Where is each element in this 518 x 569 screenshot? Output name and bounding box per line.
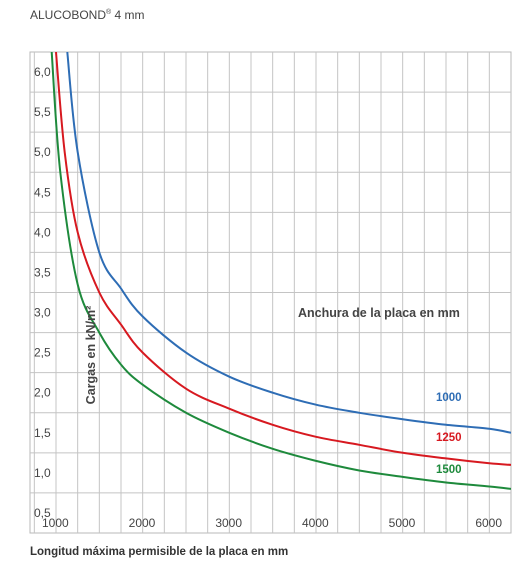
chart-labels: 1000 1250 1500 Anchura de la placa en mm Car… — [84, 306, 462, 476]
series-line-1500 — [50, 52, 511, 490]
series-label-1000: 1000 — [436, 392, 462, 404]
legend-title: Anchura de la placa en mm — [298, 306, 460, 320]
tick-labels: 0,5 1,0 1,5 2,0 2,5 3,0 3,5 4,0 4,5 5,0 5,5 6,0 1000… — [34, 65, 502, 530]
series-line-1000 — [66, 52, 511, 434]
series-lines — [50, 52, 511, 490]
y-tick-label: 3,0 — [34, 306, 51, 320]
y-tick-label: 5,0 — [34, 145, 51, 159]
y-tick-label: 6,0 — [34, 65, 51, 79]
y-tick-label: 1,5 — [34, 426, 51, 440]
y-tick-label: 4,0 — [34, 225, 51, 239]
x-tick-label: 4000 — [302, 516, 329, 530]
x-tick-label: 6000 — [475, 516, 502, 530]
x-tick-label: 5000 — [389, 516, 416, 530]
y-tick-label: 2,0 — [34, 386, 51, 400]
y-axis-label: Cargas en kN/m² — [84, 306, 98, 405]
y-tick-label: 1,0 — [34, 466, 51, 480]
x-tick-label: 2000 — [129, 516, 156, 530]
grid — [29, 51, 512, 534]
x-axis-label: Longitud máxima permisible de la placa e… — [30, 546, 289, 558]
y-tick-label: 4,5 — [34, 185, 51, 199]
chart-title: ALUCOBOND® 4 mm — [30, 8, 145, 22]
series-label-1500: 1500 — [436, 464, 462, 476]
x-tick-label: 1000 — [42, 516, 69, 530]
y-tick-label: 5,5 — [34, 105, 51, 119]
x-tick-label: 3000 — [215, 516, 242, 530]
y-tick-label: 2,5 — [34, 346, 51, 360]
y-tick-label: 3,5 — [34, 265, 51, 279]
y-tick-label: 0,5 — [34, 506, 51, 520]
series-line-1250 — [55, 52, 511, 466]
series-label-1250: 1250 — [436, 432, 462, 444]
